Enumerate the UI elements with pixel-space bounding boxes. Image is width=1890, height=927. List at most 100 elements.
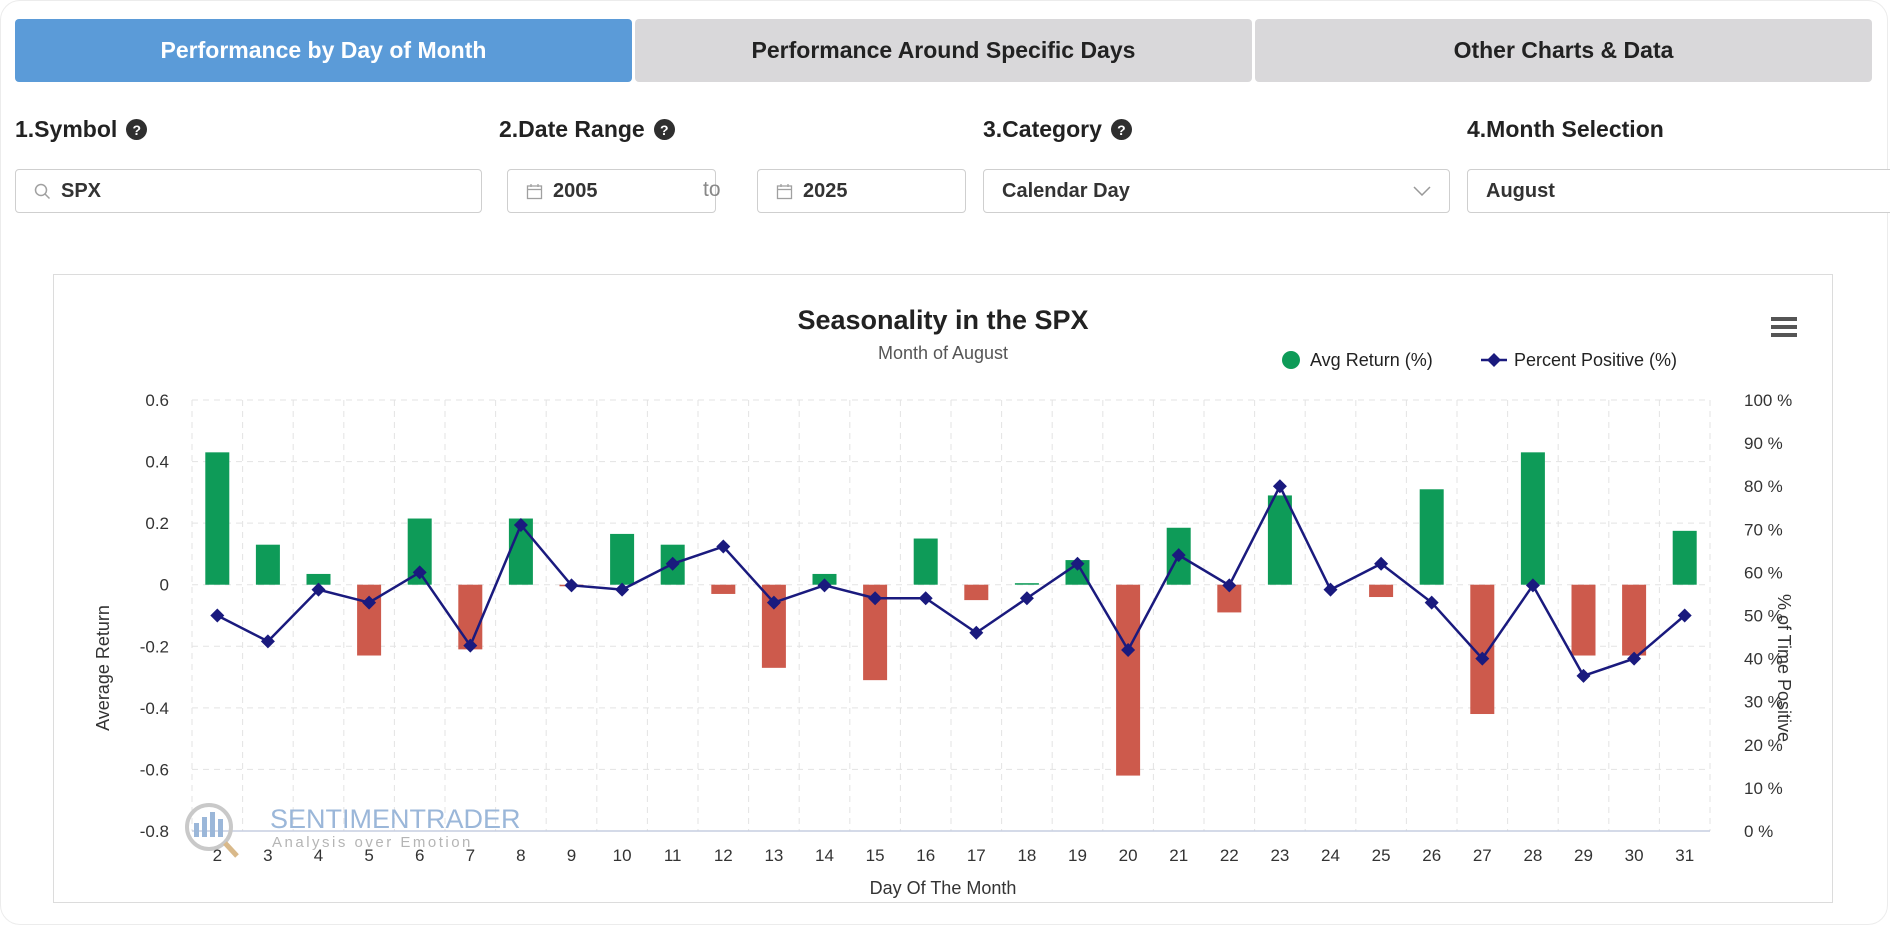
x-tick-label: 30: [1625, 846, 1644, 865]
point-percent-positive: [1019, 591, 1034, 606]
symbol-value: SPX: [61, 179, 102, 202]
point-percent-positive: [766, 595, 781, 610]
point-percent-positive: [1475, 651, 1490, 666]
x-tick-label: 28: [1523, 846, 1542, 865]
bar-avg-return: [1520, 452, 1545, 585]
bar-avg-return: [913, 538, 938, 585]
point-percent-positive: [918, 591, 933, 606]
tab-other-charts[interactable]: Other Charts & Data: [1255, 19, 1872, 82]
bar-avg-return: [1116, 584, 1141, 776]
legend-item-percent-positive[interactable]: Percent Positive (%): [1481, 350, 1677, 370]
category-label: 3.Category ?: [983, 116, 1132, 143]
x-tick-label: 21: [1169, 846, 1188, 865]
y2-tick-label: 20 %: [1744, 736, 1783, 755]
x-tick-label: 2: [213, 846, 222, 865]
point-percent-positive: [463, 638, 478, 653]
calendar-icon: [526, 183, 543, 200]
point-percent-positive: [868, 591, 883, 606]
x-tick-label: 4: [314, 846, 323, 865]
point-percent-positive: [1525, 578, 1540, 593]
bar-avg-return: [1014, 583, 1039, 585]
y2-tick-label: 30 %: [1744, 693, 1783, 712]
symbol-search-input[interactable]: SPX: [15, 169, 482, 213]
bar-avg-return: [1267, 495, 1292, 585]
point-percent-positive: [615, 582, 630, 597]
bar-avg-return: [255, 544, 280, 585]
y2-axis-title: % of Time Positive: [1774, 594, 1794, 742]
bar-avg-return: [711, 584, 736, 594]
percent-positive-line: [216, 483, 1686, 678]
tab-performance-around-days[interactable]: Performance Around Specific Days: [635, 19, 1252, 82]
point-percent-positive: [1627, 651, 1642, 666]
sentimentrader-logo-icon: [185, 803, 239, 858]
y2-tick-label: 100 %: [1744, 391, 1792, 410]
date-range-label-text: 2.Date Range: [499, 116, 645, 142]
point-percent-positive: [1121, 642, 1136, 657]
help-icon[interactable]: ?: [1110, 119, 1132, 140]
search-icon: [34, 183, 51, 200]
y2-tick-label: 0 %: [1744, 822, 1773, 841]
x-tick-label: 8: [516, 846, 525, 865]
legend: Avg Return (%) Percent Positive (%): [1282, 350, 1677, 370]
y2-tick-label: 80 %: [1744, 477, 1783, 496]
month-value: August: [1486, 179, 1555, 202]
help-icon[interactable]: ?: [653, 119, 675, 140]
x-tick-label: 12: [714, 846, 733, 865]
y2-tick-label: 90 %: [1744, 434, 1783, 453]
point-percent-positive: [1070, 556, 1085, 571]
category-value: Calendar Day: [1002, 179, 1130, 202]
month-select[interactable]: August: [1467, 169, 1890, 213]
help-icon[interactable]: ?: [126, 119, 148, 140]
point-percent-positive: [210, 608, 225, 623]
tab-bar: Performance by Day of Month Performance …: [15, 19, 1872, 82]
point-percent-positive: [513, 517, 528, 532]
date-range-label: 2.Date Range ?: [499, 116, 675, 143]
category-select[interactable]: Calendar Day: [983, 169, 1450, 213]
bar-avg-return: [205, 452, 230, 585]
category-label-text: 3.Category: [983, 116, 1102, 142]
bar-avg-return: [1672, 530, 1697, 585]
point-percent-positive: [969, 625, 984, 640]
x-tick-label: 31: [1675, 846, 1694, 865]
calendar-icon: [776, 183, 793, 200]
point-percent-positive: [362, 595, 377, 610]
legend-label-percent-positive: Percent Positive (%): [1514, 350, 1677, 370]
point-percent-positive: [1323, 582, 1338, 597]
date-to-input[interactable]: 2025: [757, 169, 966, 213]
x-tick-label: 29: [1574, 846, 1593, 865]
x-axis-title: Day Of The Month: [870, 878, 1017, 898]
point-percent-positive: [412, 565, 427, 580]
x-tick-label: 16: [916, 846, 935, 865]
x-tick-label: 10: [613, 846, 632, 865]
legend-label-avg-return: Avg Return (%): [1310, 350, 1433, 370]
month-label-text: 4.Month Selection: [1467, 116, 1664, 142]
bar-avg-return: [964, 584, 989, 601]
x-tick-label: 7: [466, 846, 475, 865]
x-tick-label: 3: [263, 846, 272, 865]
y-axis-title: Average Return: [93, 605, 113, 731]
date-to-value: 2025: [803, 179, 848, 202]
bar-avg-return: [610, 533, 635, 585]
date-from-value: 2005: [553, 179, 598, 202]
point-percent-positive: [817, 578, 832, 593]
legend-item-avg-return[interactable]: Avg Return (%): [1282, 350, 1433, 370]
x-tick-label: 24: [1321, 846, 1340, 865]
tab-performance-by-day[interactable]: Performance by Day of Month: [15, 19, 632, 82]
hamburger-menu-icon[interactable]: [1771, 317, 1797, 337]
date-from-input[interactable]: 2005: [507, 169, 716, 213]
x-tick-label: 18: [1017, 846, 1036, 865]
y-tick-label: -0.2: [140, 637, 169, 656]
x-tick-label: 5: [364, 846, 373, 865]
watermark-name: SENTIMENTRADER: [270, 804, 521, 834]
y-tick-label: -0.4: [140, 699, 169, 718]
point-percent-positive: [1576, 668, 1591, 683]
bar-avg-return: [357, 584, 382, 656]
date-range-separator: to: [703, 178, 721, 201]
chart-subtitle: Month of August: [878, 343, 1008, 363]
x-tick-label: 20: [1119, 846, 1138, 865]
point-percent-positive: [1424, 595, 1439, 610]
y2-tick-label: 40 %: [1744, 650, 1783, 669]
point-percent-positive: [1374, 556, 1389, 571]
point-percent-positive: [1272, 479, 1287, 494]
